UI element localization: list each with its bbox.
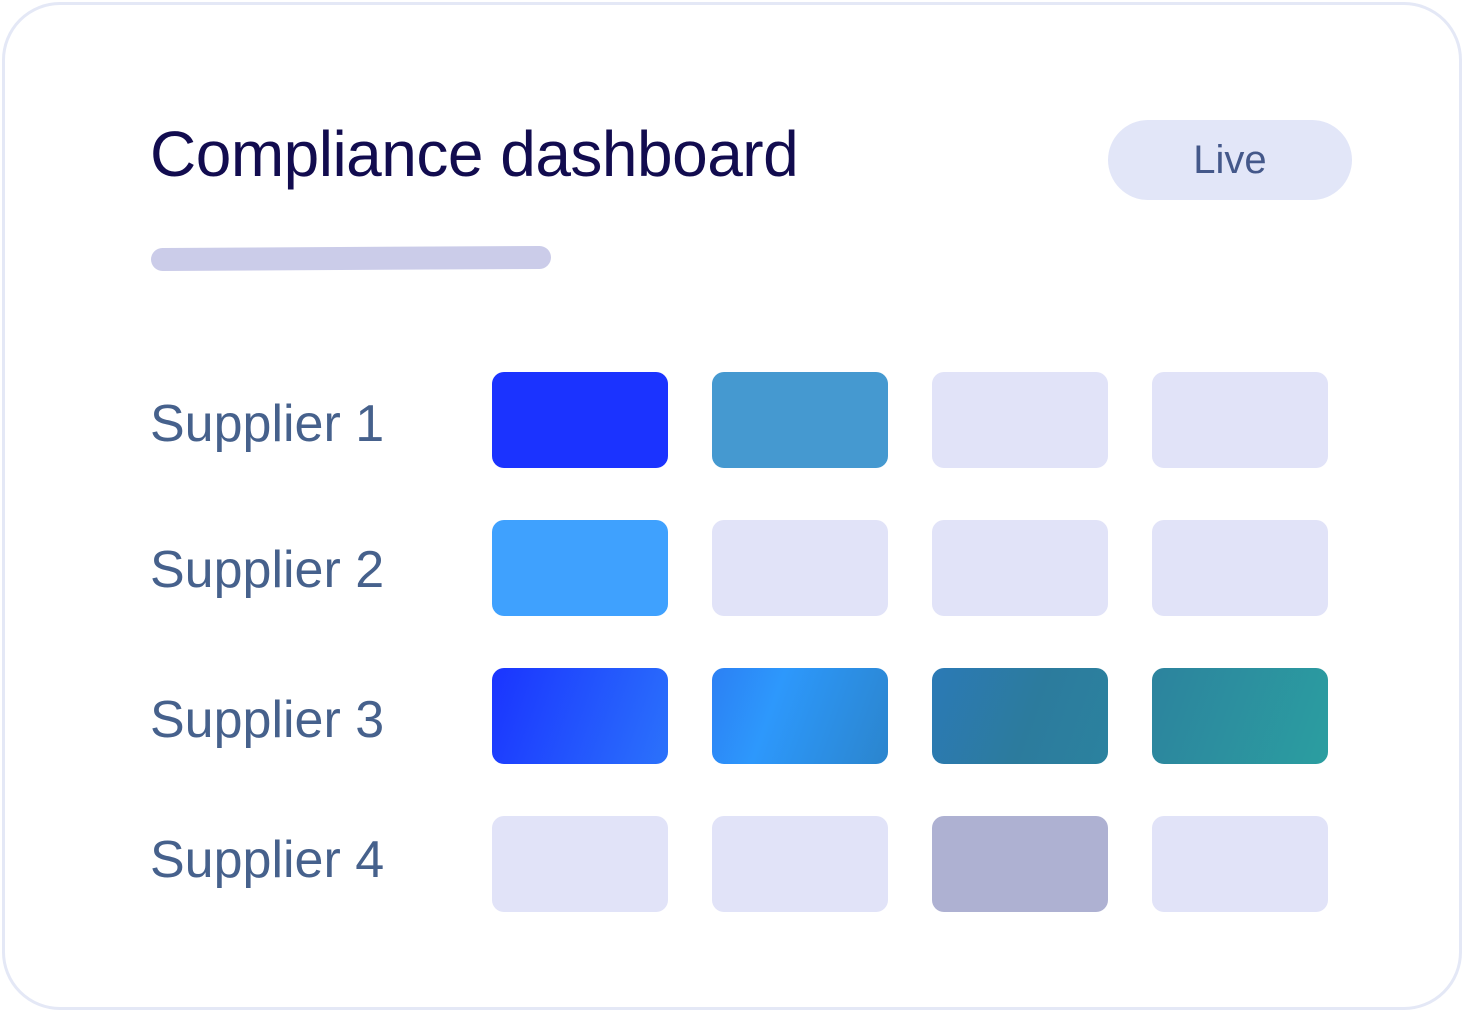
supplier-1-cell-2 [712, 372, 888, 468]
supplier-2-cell-4 [1152, 520, 1328, 616]
supplier-2-cell-2 [712, 520, 888, 616]
live-status-badge: Live [1108, 120, 1352, 200]
supplier-3-cell-3 [932, 668, 1108, 764]
supplier-label-4: Supplier 4 [150, 831, 385, 889]
supplier-2-cell-1 [492, 520, 668, 616]
supplier-3-cell-1 [492, 668, 668, 764]
supplier-2-cell-3 [932, 520, 1108, 616]
supplier-1-cell-3 [932, 372, 1108, 468]
supplier-3-cell-2 [712, 668, 888, 764]
supplier-4-cell-3 [932, 816, 1108, 912]
supplier-3-cell-4 [1152, 668, 1328, 764]
supplier-1-cell-4 [1152, 372, 1328, 468]
supplier-4-cell-2 [712, 816, 888, 912]
supplier-label-2: Supplier 2 [150, 541, 385, 599]
dashboard-title: Compliance dashboard [150, 118, 799, 190]
supplier-4-cell-1 [492, 816, 668, 912]
supplier-4-cell-4 [1152, 816, 1328, 912]
supplier-1-cell-1 [492, 372, 668, 468]
title-underline [150, 245, 552, 271]
supplier-label-3: Supplier 3 [150, 691, 385, 749]
supplier-label-1: Supplier 1 [150, 395, 385, 453]
